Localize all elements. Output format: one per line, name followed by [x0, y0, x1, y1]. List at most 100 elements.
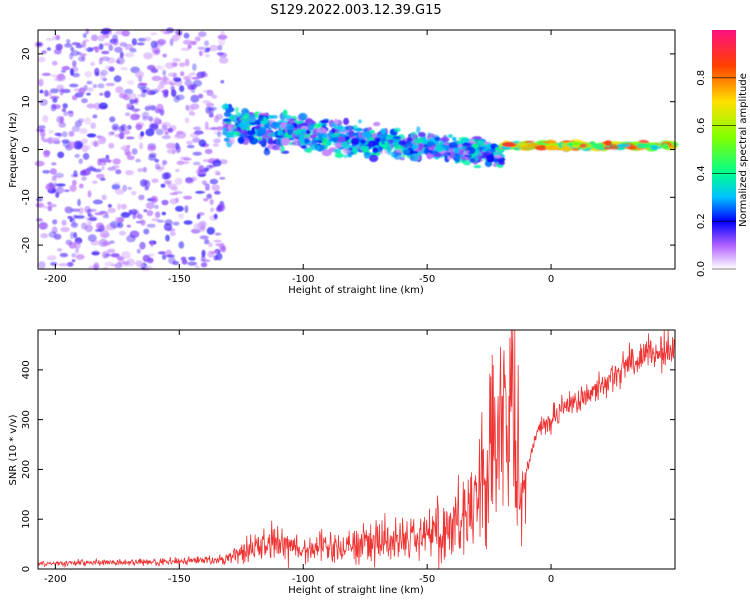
heatmap-cell [343, 117, 350, 125]
heatmap-x-tick-label: -150 [168, 274, 191, 285]
heatmap-cell [164, 172, 172, 180]
heatmap-cell [342, 147, 351, 154]
heatmap-cell [393, 152, 402, 160]
heatmap-cell [82, 33, 87, 38]
heatmap-cell [154, 49, 160, 54]
heatmap-cell [321, 135, 329, 139]
heatmap-cell [104, 90, 111, 99]
heatmap-cell [312, 123, 322, 129]
heatmap-cell [81, 222, 88, 230]
heatmap-y-tick-label: -10 [21, 189, 32, 205]
heatmap-cell [127, 186, 132, 191]
heatmap-cell [426, 141, 435, 148]
heatmap-cell [74, 153, 80, 158]
heatmap-cell [140, 131, 145, 137]
heatmap-cell [42, 115, 49, 123]
heatmap-cell [127, 92, 137, 99]
heatmap-cell [172, 72, 177, 81]
heatmap-cell [39, 131, 46, 137]
heatmap-cell [254, 126, 260, 130]
heatmap-cell [328, 131, 333, 139]
heatmap-cell [410, 153, 420, 162]
heatmap-cell [192, 63, 197, 71]
heatmap-cell [68, 140, 75, 149]
heatmap-cell [661, 143, 669, 148]
heatmap-cell [161, 199, 169, 206]
snr-x-tick-label: 0 [548, 574, 554, 585]
heatmap-cell [42, 138, 52, 143]
heatmap-cell [380, 128, 386, 135]
heatmap-cell [101, 27, 112, 34]
heatmap-cell [92, 114, 98, 119]
heatmap-cell [197, 46, 206, 50]
heatmap-cell [213, 213, 218, 220]
heatmap-cell [150, 32, 158, 36]
heatmap-cell [119, 42, 128, 47]
heatmap-cell [476, 146, 486, 150]
heatmap-cell [589, 144, 598, 149]
heatmap-cell [304, 138, 310, 144]
heatmap-cell [130, 113, 140, 121]
heatmap-cell [123, 88, 134, 95]
heatmap-cell [57, 123, 66, 127]
heatmap-cell [220, 31, 225, 36]
heatmap-cell [310, 134, 317, 139]
heatmap-cell [178, 241, 185, 249]
heatmap-cell [115, 86, 124, 94]
heatmap-cell [209, 178, 219, 185]
heatmap-cell [331, 122, 337, 128]
heatmap-cell [36, 128, 46, 132]
heatmap-cell [616, 143, 631, 148]
colorbar-ticks: 0.0 0.2 0.4 0.6 0.8 [696, 70, 736, 277]
heatmap-cell [162, 160, 168, 165]
heatmap-cell [84, 71, 93, 78]
heatmap-cell [561, 142, 568, 147]
heatmap-cell [86, 80, 93, 85]
heatmap-cell [585, 143, 592, 148]
heatmap-cell [96, 173, 105, 179]
heatmap-cell [71, 125, 80, 132]
heatmap-cell [52, 227, 58, 231]
snr-x-tick-label: -150 [168, 574, 191, 585]
heatmap-cell [119, 51, 124, 59]
heatmap-cell [460, 137, 470, 142]
heatmap-cell [195, 190, 206, 194]
heatmap-cell [43, 153, 50, 158]
heatmap-cell [61, 108, 67, 112]
heatmap-cell [143, 166, 147, 173]
heatmap-cell [75, 44, 83, 49]
heatmap-cell [159, 80, 169, 86]
heatmap-cell [448, 134, 453, 138]
heatmap-cell [143, 52, 154, 60]
heatmap-cell [192, 161, 201, 166]
heatmap-cell [247, 114, 257, 122]
heatmap-cell [98, 57, 103, 65]
heatmap-cell [120, 212, 131, 218]
heatmap-cell [194, 36, 201, 42]
heatmap-cell [453, 152, 461, 161]
heatmap-cell [201, 180, 207, 186]
heatmap-cell [126, 234, 136, 243]
heatmap-cell [147, 116, 154, 122]
heatmap-cell [52, 60, 58, 66]
snr-y-tick-label: 100 [21, 510, 32, 529]
heatmap-cell [162, 69, 166, 76]
heatmap-cell [124, 170, 134, 176]
heatmap-cell [125, 112, 131, 117]
heatmap-cell [233, 128, 240, 133]
heatmap-cell [114, 133, 125, 138]
heatmap-cell [198, 93, 204, 99]
heatmap-cell [78, 158, 83, 165]
heatmap-cell [248, 135, 254, 141]
heatmap-cell [105, 82, 115, 87]
heatmap-cell [258, 114, 264, 122]
heatmap-cell [205, 102, 215, 107]
heatmap-cell [191, 176, 197, 180]
heatmap-cell [49, 95, 60, 100]
heatmap-cell [131, 190, 137, 196]
heatmap-cell [75, 247, 79, 254]
heatmap-cell [184, 117, 190, 124]
heatmap-x-ticks: -200 -150 -100 -50 0 [44, 30, 554, 285]
heatmap-cell [217, 44, 223, 51]
heatmap-cell [190, 103, 200, 110]
